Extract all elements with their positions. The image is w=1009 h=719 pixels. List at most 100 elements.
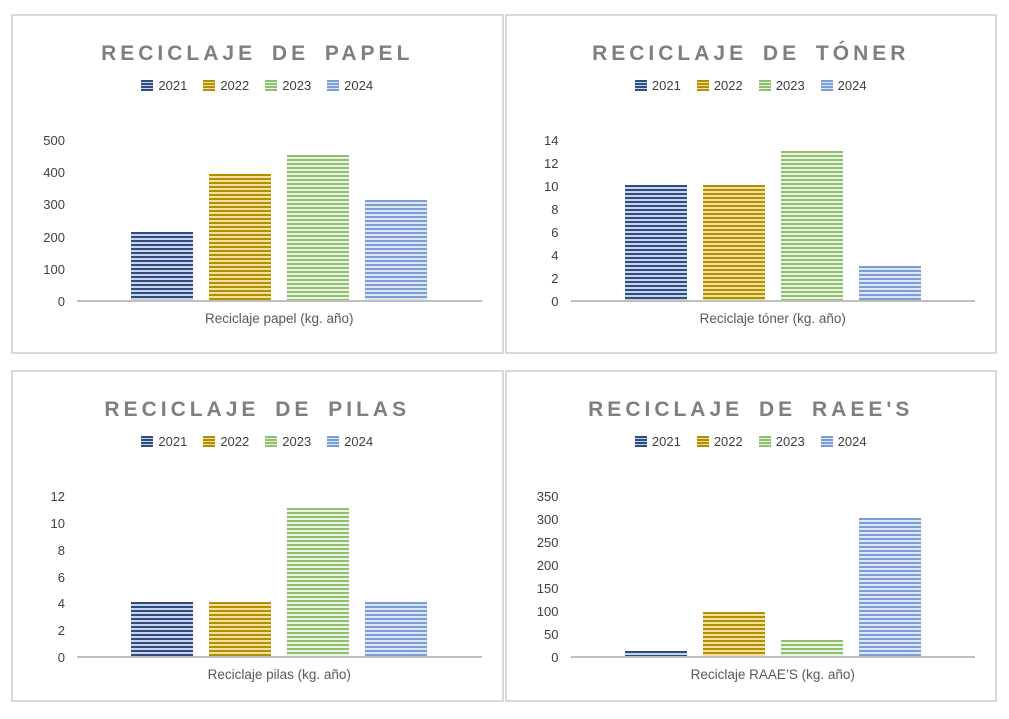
y-tick-label: 200 <box>536 558 559 573</box>
legend-swatch-icon <box>327 80 340 91</box>
bars-group <box>77 495 482 656</box>
plot-area <box>77 495 482 658</box>
legend-swatch-icon <box>203 436 216 447</box>
y-tick-label: 100 <box>536 604 559 619</box>
chart-body: 0 50 100 150 200 250 300 350 <box>507 489 996 665</box>
x-axis-label: Reciclaje papel (kg. año) <box>204 311 354 326</box>
legend-item-2022: 2022 <box>203 434 249 449</box>
bar-2023 <box>780 150 843 300</box>
legend-year-label: 2021 <box>158 434 188 449</box>
legend-year-label: 2021 <box>158 78 188 93</box>
legend-swatch-icon <box>203 80 216 91</box>
legend-swatch-icon <box>265 80 278 91</box>
legend-swatch-icon <box>265 436 278 447</box>
legend-swatch-icon <box>820 436 833 447</box>
y-tick-label: 12 <box>544 156 559 171</box>
y-tick-label: 2 <box>551 271 559 286</box>
y-tick-label: 8 <box>57 542 65 558</box>
bar-2023 <box>287 508 350 656</box>
y-tick-label: 8 <box>551 202 559 217</box>
bar-2024 <box>365 602 428 656</box>
chart-legend: 2021 2022 2023 2024 <box>141 434 373 449</box>
legend-item-2023: 2023 <box>758 434 805 449</box>
y-tick-label: 350 <box>536 489 559 504</box>
legend-swatch-icon <box>758 436 771 447</box>
legend-year-label: 2024 <box>837 434 867 449</box>
bar-2021 <box>131 602 194 656</box>
legend-swatch-icon <box>634 436 647 447</box>
chart-body: 0 2 4 6 8 10 12 <box>13 489 502 665</box>
legend-item-2021: 2021 <box>634 78 681 93</box>
legend-item-2023: 2023 <box>758 78 805 93</box>
legend-item-2023: 2023 <box>265 434 311 449</box>
chart-panel-reciclaje-raees: RECICLAJE DE RAEE'S 2021 2022 2023 2024 0 50… <box>504 370 997 702</box>
y-tick-label: 6 <box>551 225 559 240</box>
y-tick-label: 10 <box>544 179 559 194</box>
legend-swatch-icon <box>634 80 647 91</box>
y-tick-label: 150 <box>536 581 559 596</box>
y-tick-label: 0 <box>57 294 65 309</box>
y-tick-label: 100 <box>43 261 65 277</box>
legend-item-2021: 2021 <box>141 78 187 93</box>
legend-swatch-icon <box>141 80 154 91</box>
bar-2021 <box>624 185 687 300</box>
y-tick-label: 4 <box>551 248 559 263</box>
y-tick-label: 300 <box>536 512 559 527</box>
y-tick-label: 4 <box>57 596 65 612</box>
chart-title: RECICLAJE DE TÓNER <box>592 42 910 65</box>
chart-legend: 2021 2022 2023 2024 <box>634 434 867 449</box>
chart-body: 0 2 4 6 8 10 12 14 <box>507 133 996 309</box>
chart-panel-reciclaje-papel: RECICLAJE DE PAPEL 2021 2022 2023 2024 0 100… <box>11 14 504 354</box>
plot-area <box>570 495 976 658</box>
y-tick-label: 250 <box>536 535 559 550</box>
chart-body: 0 100 200 300 400 500 <box>13 133 502 309</box>
x-axis-label: Reciclaje tóner (kg. año) <box>699 311 846 326</box>
y-tick-label: 200 <box>43 229 65 245</box>
legend-year-label: 2023 <box>282 78 312 93</box>
bar-2022 <box>702 185 765 300</box>
y-tick-label: 50 <box>544 627 559 642</box>
legend-swatch-icon <box>820 80 833 91</box>
y-tick-label: 300 <box>43 197 65 213</box>
chart-title: RECICLAJE DE PAPEL <box>101 42 414 65</box>
bar-2022 <box>702 612 765 656</box>
legend-year-label: 2024 <box>344 434 374 449</box>
y-axis: 0 50 100 150 200 250 300 350 <box>507 489 571 665</box>
legend-swatch-icon <box>141 436 154 447</box>
y-tick-label: 0 <box>57 650 65 665</box>
bar-2023 <box>287 155 350 300</box>
legend-year-label: 2024 <box>837 78 867 93</box>
y-tick-label: 0 <box>551 650 559 665</box>
legend-year-label: 2022 <box>220 434 250 449</box>
legend-year-label: 2023 <box>775 78 805 93</box>
y-tick-label: 2 <box>57 623 65 639</box>
legend-item-2022: 2022 <box>203 78 249 93</box>
chart-legend: 2021 2022 2023 2024 <box>634 78 867 93</box>
legend-item-2024: 2024 <box>327 434 373 449</box>
legend-year-label: 2022 <box>220 78 250 93</box>
y-tick-label: 6 <box>57 569 65 585</box>
legend-year-label: 2022 <box>713 434 743 449</box>
legend-year-label: 2023 <box>282 434 312 449</box>
chart-title: RECICLAJE DE PILAS <box>104 398 411 421</box>
legend-swatch-icon <box>696 80 709 91</box>
legend-item-2021: 2021 <box>634 434 681 449</box>
legend-item-2024: 2024 <box>820 434 867 449</box>
legend-item-2024: 2024 <box>327 78 373 93</box>
chart-title: RECICLAJE DE RAEE'S <box>588 398 914 421</box>
chart-panel-reciclaje-pilas: RECICLAJE DE PILAS 2021 2022 2023 2024 0 2 4 6… <box>11 370 504 702</box>
bar-2023 <box>780 639 843 656</box>
x-axis-label: Reciclaje pilas (kg. año) <box>207 667 351 682</box>
y-tick-label: 10 <box>50 515 65 531</box>
y-axis: 0 2 4 6 8 10 12 14 <box>507 133 571 309</box>
legend-item-2022: 2022 <box>696 78 743 93</box>
legend-item-2024: 2024 <box>820 78 867 93</box>
plot-area <box>77 139 482 302</box>
bars-group <box>571 495 976 656</box>
legend-swatch-icon <box>696 436 709 447</box>
chart-legend: 2021 2022 2023 2024 <box>141 78 373 93</box>
bar-2024 <box>858 265 921 300</box>
plot-area <box>570 139 975 302</box>
x-axis-label: Reciclaje RAAE’S (kg. año) <box>690 667 855 682</box>
